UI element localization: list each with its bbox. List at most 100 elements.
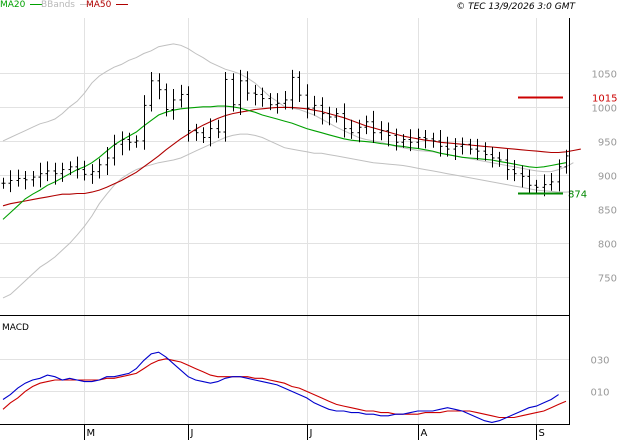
price-bar <box>512 160 517 182</box>
price-bar <box>253 84 258 106</box>
price-y-tick-label: 900 <box>598 172 617 183</box>
price-bar <box>105 147 110 176</box>
ma50-line <box>2 106 581 207</box>
price-bar <box>379 121 384 141</box>
legend-bbands: BBands <box>41 0 92 10</box>
price-bar <box>164 83 169 117</box>
legend-bbands-label: BBands <box>41 0 75 10</box>
price-bar <box>179 84 184 108</box>
price-bar <box>438 129 443 157</box>
price-bar <box>231 73 236 112</box>
price-bar <box>31 170 36 187</box>
price-bar <box>527 169 532 194</box>
price-y-axis: 1050 1000 950 900 850 800 750 <box>592 70 617 285</box>
price-bar <box>268 93 273 111</box>
macd-line <box>2 351 559 423</box>
price-bar <box>401 134 406 148</box>
price-bar <box>490 147 495 168</box>
ma20-line <box>2 105 567 220</box>
price-bar <box>149 71 154 112</box>
legend-ma20-swatch <box>30 4 43 5</box>
price-y-tick-label: 750 <box>598 274 617 285</box>
price-bar <box>408 129 413 152</box>
price-bar <box>216 119 221 139</box>
price-bar <box>483 142 488 161</box>
moving-averages <box>2 105 581 220</box>
price-bar <box>186 86 191 142</box>
macd-y-axis: 030 010 <box>590 356 609 399</box>
x-tick-label: J <box>309 428 313 439</box>
price-bar <box>23 170 28 190</box>
price-bar <box>60 162 65 182</box>
price-y-tick-label: 950 <box>598 138 617 149</box>
price-bar <box>127 132 132 151</box>
macd-y-tick-label: 010 <box>590 388 609 399</box>
x-tick-label: A <box>421 428 428 439</box>
price-bar <box>327 106 332 126</box>
price-bar <box>290 69 295 110</box>
price-grid <box>0 18 569 424</box>
price-bar <box>497 151 502 167</box>
bb-lower-line <box>2 133 574 299</box>
price-bar <box>305 84 310 119</box>
price-bar <box>208 118 213 147</box>
legend-ma50-swatch <box>116 4 129 5</box>
x-tick-label: M <box>87 428 96 439</box>
price-callouts: 1015 874 <box>518 94 617 201</box>
price-bar <box>53 162 58 185</box>
price-bar <box>97 158 102 179</box>
price-bar <box>475 138 480 161</box>
price-bar <box>82 160 87 181</box>
price-bar <box>45 161 50 182</box>
x-tick-label: S <box>539 428 545 439</box>
macd-lines <box>2 351 567 423</box>
price-y-tick-label: 1050 <box>592 70 617 81</box>
price-bar <box>364 115 369 135</box>
price-bar <box>349 119 354 139</box>
x-tick-label: J <box>190 428 194 439</box>
price-bar <box>549 172 554 191</box>
price-bar <box>520 165 525 188</box>
price-bar <box>8 170 13 193</box>
legend-ma50-label: MA50 <box>86 0 112 10</box>
price-bar <box>431 132 436 148</box>
support-label: 874 <box>568 190 587 201</box>
price-bar <box>238 69 243 115</box>
legend-ma50: MA50 <box>86 0 129 10</box>
price-y-tick-label: 1000 <box>592 104 617 115</box>
price-bar <box>297 71 302 102</box>
price-bar <box>275 93 280 114</box>
macd-y-tick-label: 030 <box>590 356 609 367</box>
macd-label: MACD <box>2 323 29 333</box>
price-bar <box>223 71 228 142</box>
price-bar <box>468 138 473 155</box>
credit-text: © TEC 13/9/2026 3:0 GMT <box>456 2 576 12</box>
price-y-tick-label: 850 <box>598 206 617 217</box>
price-bar <box>194 123 199 141</box>
price-bar <box>16 169 21 187</box>
price-bar <box>68 161 73 176</box>
price-bar <box>534 179 539 193</box>
legend-ma20: MA20 <box>0 0 43 10</box>
price-bar <box>1 177 6 189</box>
price-bar <box>416 128 421 149</box>
price-bar <box>453 138 458 161</box>
resistance-label: 1015 <box>592 94 617 105</box>
price-bar <box>371 110 376 143</box>
price-bar <box>557 159 562 192</box>
price-panel: 1050 1000 950 900 850 800 750 1015 874 <box>0 18 617 424</box>
price-bar <box>112 134 117 166</box>
price-bar <box>342 103 347 138</box>
price-bars <box>1 69 569 197</box>
price-bar <box>157 73 162 100</box>
price-bar <box>90 164 95 184</box>
price-bar <box>260 87 265 107</box>
price-bar <box>445 136 450 157</box>
macd-grid <box>0 359 569 392</box>
price-bar <box>120 131 125 156</box>
price-bar <box>334 108 339 123</box>
price-bar <box>134 135 139 148</box>
price-bar <box>142 95 147 150</box>
price-bar <box>283 91 288 110</box>
